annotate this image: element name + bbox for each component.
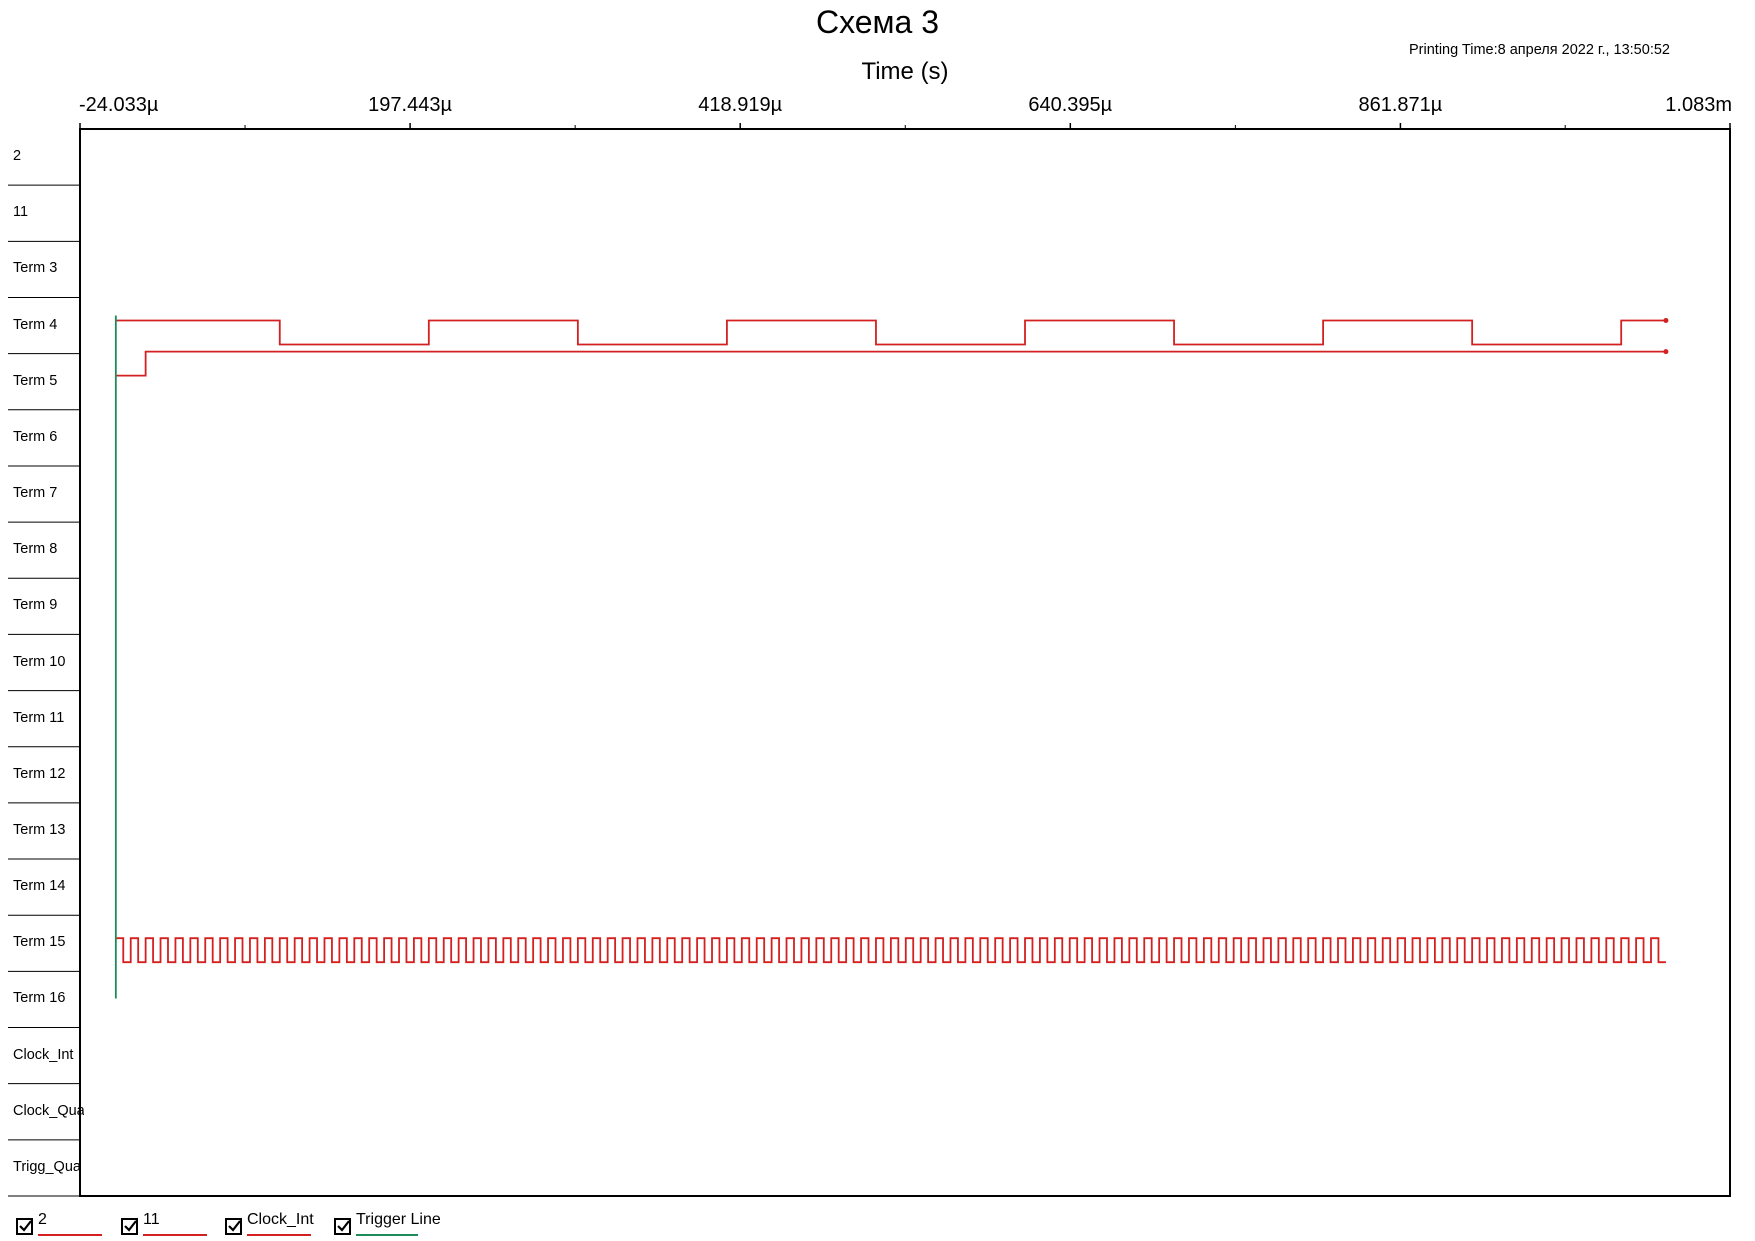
x-tick-label: 418.919µ [698,94,783,116]
x-tick-label: 640.395µ [1028,94,1113,116]
plot-frame [79,128,1731,1197]
row-label: Term 10 [13,653,66,670]
waveform-2 [115,319,1666,346]
row-label: Term 4 [13,316,58,333]
row-label: Term 7 [13,485,58,502]
waveform-clock-int [115,937,1666,964]
row-label: Term 14 [13,878,66,895]
row-label: Term 5 [13,372,58,389]
row-label: Term 3 [13,260,58,277]
waveform-end-marker [1663,317,1669,323]
legend-swatch [38,1234,102,1236]
row-label: 11 [13,204,29,221]
waveform-end-marker [1663,349,1669,355]
legend-label: 2 [38,1211,47,1228]
x-tick-label: -24.033µ [79,94,159,116]
row-label: 2 [13,148,22,165]
row-label: Term 9 [13,597,58,614]
legend-label: Clock_Int [247,1211,314,1228]
row-label: Term 16 [13,990,66,1007]
checkmark-icon [228,1220,241,1232]
row-label: Term 12 [13,765,66,782]
legend-checkbox[interactable] [334,1218,351,1235]
x-tick-label: 861.871µ [1358,94,1443,116]
row-label: Trigg_Qua [13,1158,81,1175]
legend-checkbox[interactable] [16,1218,33,1235]
printing-time: Printing Time:8 апреля 2022 г., 13:50:52 [1409,42,1670,58]
legend-label: Trigger Line [356,1211,441,1228]
row-label: Term 13 [13,821,66,838]
legend-label: 11 [143,1211,160,1228]
legend-checkbox[interactable] [121,1218,138,1235]
row-label: Clock_Qua [13,1102,84,1119]
checkmark-icon [19,1220,32,1232]
row-label: Clock_Int [13,1046,74,1063]
legend-swatch [247,1234,311,1236]
title: Схема 3 [815,4,940,40]
row-label: Term 15 [13,934,66,951]
row-label: Term 11 [13,709,65,726]
x-axis-title: Time (s) [861,58,949,85]
legend-checkbox[interactable] [225,1218,242,1235]
checkmark-icon [337,1220,350,1232]
waveform-11 [115,350,1666,377]
row-label: Term 6 [13,428,58,445]
legend-swatch [356,1234,418,1236]
x-tick-label: 197.443µ [368,94,453,116]
x-tick-label: 1.083m [1665,94,1732,116]
legend-swatch [143,1234,207,1236]
checkmark-icon [124,1220,137,1232]
row-label: Term 8 [13,541,58,558]
